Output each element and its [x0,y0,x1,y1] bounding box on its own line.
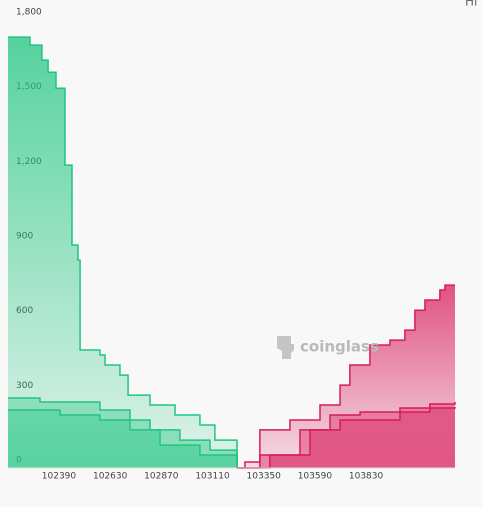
depth-area [8,37,238,468]
depth-line [237,407,456,469]
corner-text: Hi [465,0,477,9]
x-tick-label: 103830 [349,472,384,482]
depth-line [8,36,238,468]
watermark-text: coinglass [300,338,379,356]
depth-area [8,410,238,468]
x-tick-label: 102630 [93,472,128,482]
x-tick-label: 103350 [247,472,282,482]
x-tick-label: 102870 [144,472,179,482]
depth-line [8,397,238,468]
depth-line [8,409,238,468]
x-tick-label: 102390 [42,472,77,482]
depth-line [237,284,455,469]
y-tick-label: 1,800 [16,8,42,18]
depth-area [237,407,455,468]
watermark: coinglass [277,336,379,359]
plot: 03006009001,2001,5001,800102390102630102… [8,8,456,482]
watermark-logo [277,336,294,359]
x-tick-label: 103110 [195,472,230,482]
x-tick-label: 103590 [298,472,333,482]
